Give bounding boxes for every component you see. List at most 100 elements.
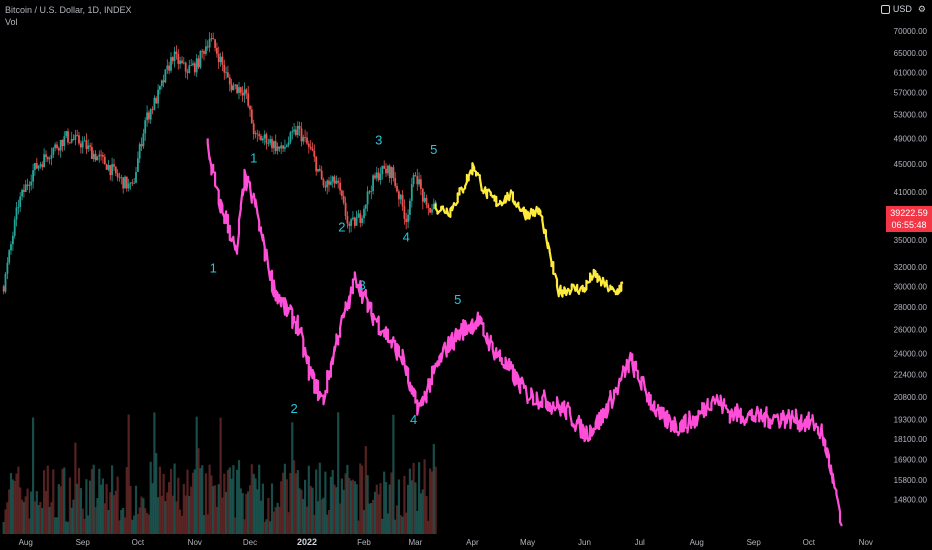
candle-body — [188, 65, 191, 73]
candle-body — [262, 138, 264, 141]
volume-bar — [120, 509, 123, 534]
volume-bar — [41, 508, 44, 534]
volume-bar — [430, 471, 434, 534]
volume-bar — [22, 502, 25, 534]
volume-bar — [48, 506, 51, 534]
currency-label[interactable]: USD — [892, 4, 912, 14]
volume-bar — [72, 499, 75, 534]
y-tick-label: 45000.00 — [894, 160, 928, 169]
volume-bar — [351, 479, 354, 534]
volume-bar — [105, 484, 108, 534]
candle-body — [190, 65, 193, 66]
volume-bar — [195, 416, 198, 534]
candle-body — [10, 244, 12, 251]
candle-body — [256, 133, 259, 135]
volume-bar — [311, 487, 314, 534]
volume-bar — [35, 491, 38, 534]
wave-label-lower-5: 5 — [454, 292, 461, 307]
candle-body — [182, 62, 185, 64]
volume-bar — [149, 461, 152, 534]
volume-bar — [252, 473, 255, 534]
candle-body — [203, 51, 205, 54]
volume-bar — [237, 460, 241, 534]
candle-body — [387, 165, 389, 174]
candle-body — [166, 65, 169, 70]
volume-bar — [282, 472, 285, 534]
candle-body — [239, 87, 242, 93]
volume-bar — [362, 510, 366, 534]
volume-bar — [359, 463, 362, 534]
volume-bar — [405, 512, 408, 534]
y-tick-label: 26000.00 — [894, 326, 928, 335]
volume-bar — [118, 520, 121, 534]
candle-body — [181, 60, 183, 63]
volume-bar — [228, 467, 231, 534]
volume-bar — [353, 481, 356, 534]
candle-body — [34, 163, 36, 171]
x-tick-label: Jun — [578, 538, 591, 547]
volume-bar — [248, 485, 252, 534]
candle-body — [353, 217, 356, 226]
candle-body — [208, 39, 211, 48]
volume-bar — [259, 500, 263, 534]
volume-bar — [140, 496, 143, 534]
candle-body — [333, 176, 336, 184]
candle-body — [324, 185, 327, 188]
candle-body — [431, 209, 433, 213]
time-axis[interactable]: Aug Sep Oct Nov Dec 2022 Feb Mar Apr May Jun Jul Aug… — [19, 537, 873, 547]
volume-bar — [250, 464, 253, 534]
candle-body — [388, 165, 391, 178]
candle-body — [59, 140, 62, 151]
candle-body — [85, 140, 88, 150]
price-axis-controls[interactable]: USD ⚙ — [880, 4, 926, 15]
candle-body — [309, 146, 312, 149]
candle-body — [109, 165, 112, 176]
candle-body — [331, 176, 334, 182]
volume-bar — [109, 492, 112, 534]
candle-body — [285, 145, 288, 147]
volume-bar — [375, 484, 378, 534]
volume-bar — [90, 469, 93, 534]
gear-icon[interactable]: ⚙ — [917, 4, 926, 14]
candle-body — [151, 109, 154, 110]
candle-body — [247, 93, 250, 106]
candle-body — [427, 204, 430, 208]
candle-body — [192, 63, 194, 65]
volume-bar — [103, 503, 106, 534]
y-tick-label: 15800.00 — [894, 476, 928, 485]
y-tick-label: 41000.00 — [894, 188, 928, 197]
price-axis[interactable]: 70000.00 65000.00 61000.00 57000.00 53000.00… — [894, 27, 928, 505]
x-tick-label: Oct — [132, 538, 145, 547]
volume-bars — [2, 412, 437, 534]
volume-bar — [221, 497, 224, 534]
candle-body — [370, 191, 373, 192]
volume-bar — [414, 482, 417, 534]
candle-body — [420, 179, 422, 189]
y-tick-label: 53000.00 — [894, 111, 928, 120]
volume-bar — [377, 494, 380, 534]
candle-body — [232, 85, 235, 91]
candle-body — [124, 176, 126, 189]
candle-body — [4, 273, 7, 292]
candle-body — [280, 145, 283, 149]
volume-bar — [225, 491, 228, 534]
projection-magenta-line — [206, 138, 843, 527]
x-tick-label: Feb — [357, 538, 371, 547]
candle-body — [87, 145, 90, 149]
candle-body — [159, 85, 161, 90]
candle-body — [21, 189, 23, 197]
projection-yellow — [434, 162, 624, 298]
volume-label[interactable]: Vol — [5, 17, 18, 27]
candle-body — [339, 182, 341, 191]
y-tick-label: 57000.00 — [894, 89, 928, 98]
volume-bar — [263, 521, 266, 534]
candle-body — [390, 167, 393, 178]
candle-body — [396, 186, 398, 192]
axis-square-icon[interactable] — [880, 5, 890, 14]
volume-bar — [85, 479, 88, 534]
candle-body — [357, 213, 360, 218]
candle-body — [111, 164, 113, 176]
volume-bar — [169, 468, 173, 534]
volume-bar — [392, 414, 395, 534]
